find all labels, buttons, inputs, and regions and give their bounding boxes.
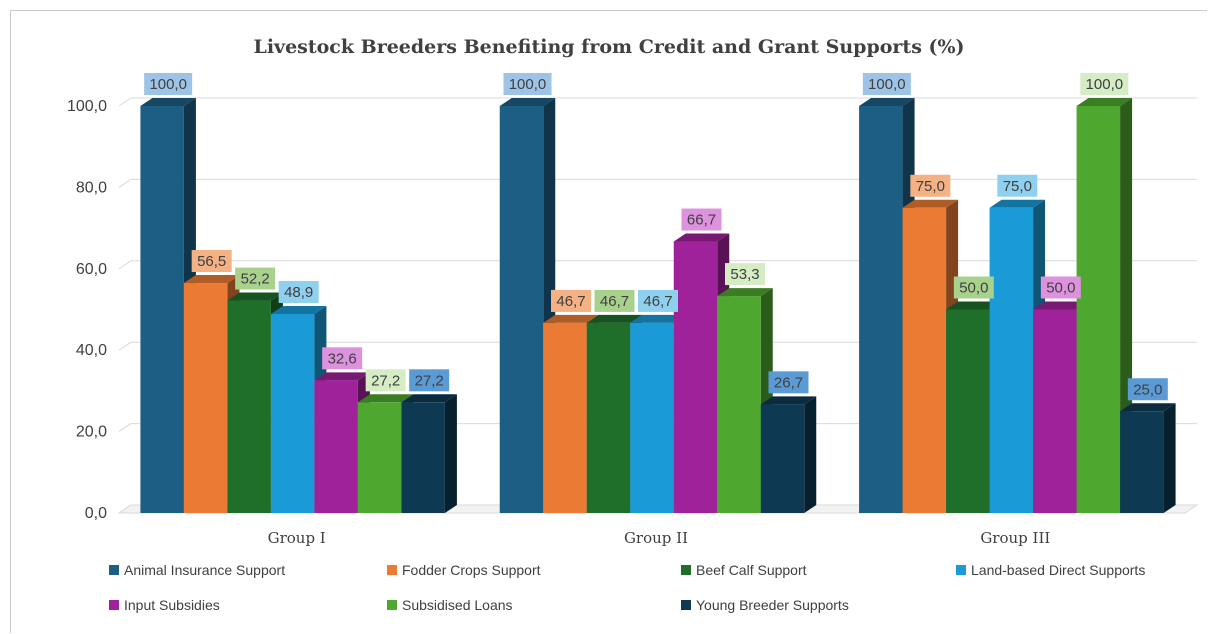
- data-label: 27,2: [409, 369, 450, 392]
- svg-text:26,7: 26,7: [774, 374, 803, 391]
- bar: [401, 394, 457, 513]
- data-label: 32,6: [322, 347, 363, 370]
- svg-text:46,7: 46,7: [556, 293, 585, 310]
- x-tick-label: Group II: [624, 529, 688, 547]
- y-tick-label: 0,0: [85, 505, 107, 522]
- data-label: 100,0: [144, 73, 193, 95]
- data-label: 75,0: [997, 174, 1038, 197]
- y-tick-label: 40,0: [76, 342, 107, 359]
- gridline-depth: [118, 97, 132, 107]
- svg-text:32,6: 32,6: [328, 350, 357, 367]
- x-tick-label: Group I: [268, 529, 326, 547]
- data-label: 50,0: [953, 276, 994, 299]
- svg-text:Animal Insurance Support: Animal Insurance Support: [124, 562, 285, 578]
- legend-item: Young Breeder Supports: [681, 597, 849, 613]
- data-label: 46,7: [594, 289, 635, 312]
- gridline-depth: [118, 178, 132, 188]
- data-label: 52,2: [235, 267, 276, 290]
- svg-text:Input Subsidies: Input Subsidies: [124, 597, 220, 613]
- svg-text:27,2: 27,2: [371, 372, 400, 389]
- svg-text:25,0: 25,0: [1133, 381, 1162, 398]
- legend: Animal Insurance Support Fodder Crops Sup…: [109, 562, 1145, 613]
- gridline-depth: [118, 341, 132, 351]
- svg-text:Subsidised Loans: Subsidised Loans: [402, 597, 513, 613]
- svg-text:100,0: 100,0: [868, 76, 906, 93]
- svg-text:75,0: 75,0: [1003, 178, 1032, 195]
- legend-item: Animal Insurance Support: [109, 562, 285, 578]
- data-label: 56,5: [191, 250, 232, 273]
- data-label: 25,0: [1127, 378, 1168, 401]
- x-tick-label: Group III: [980, 529, 1050, 547]
- data-label: 66,7: [681, 208, 722, 231]
- data-label: 53,3: [725, 263, 765, 286]
- data-label: 46,7: [638, 289, 678, 312]
- data-label: 100,0: [862, 73, 911, 95]
- data-label: 46,7: [551, 289, 591, 312]
- data-label: 27,2: [365, 369, 406, 392]
- data-label: 26,7: [768, 371, 809, 394]
- svg-text:56,5: 56,5: [197, 253, 226, 270]
- legend-item: Beef Calf Support: [681, 562, 807, 578]
- y-tick-label: 60,0: [76, 261, 107, 278]
- svg-text:100,0: 100,0: [509, 76, 547, 93]
- data-label: 100,0: [1080, 73, 1129, 95]
- legend-item: Subsidised Loans: [387, 597, 513, 613]
- data-labels: 100,0 56,5 52,2 48,9 32,6 27,2 27,2 100,0 46,7 46…: [144, 73, 1168, 401]
- svg-text:Beef Calf Support: Beef Calf Support: [696, 562, 807, 578]
- svg-text:48,9: 48,9: [284, 284, 313, 301]
- svg-text:100,0: 100,0: [1086, 76, 1124, 93]
- chart-frame: Livestock Breeders Benefiting from Credi…: [10, 10, 1207, 633]
- y-tick-label: 100,0: [67, 98, 107, 115]
- chart-canvas: Livestock Breeders Benefiting from Credi…: [67, 36, 1199, 613]
- bar: [1120, 403, 1176, 513]
- data-label: 48,9: [278, 280, 319, 303]
- gridline-depth: [118, 423, 132, 433]
- bar: [1076, 98, 1133, 513]
- svg-text:Land-based Direct Supports: Land-based Direct Supports: [971, 562, 1145, 578]
- legend-item: Input Subsidies: [109, 597, 220, 613]
- x-axis: Group I Group II Group III: [268, 529, 1051, 547]
- svg-text:66,7: 66,7: [687, 212, 716, 229]
- y-tick-label: 80,0: [76, 179, 107, 196]
- svg-text:27,2: 27,2: [415, 372, 444, 389]
- svg-text:46,7: 46,7: [643, 293, 672, 310]
- svg-text:75,0: 75,0: [916, 178, 945, 195]
- svg-text:Young Breeder Supports: Young Breeder Supports: [696, 597, 849, 613]
- svg-text:Fodder Crops Support: Fodder Crops Support: [402, 562, 541, 578]
- svg-text:53,3: 53,3: [730, 266, 759, 283]
- legend-item: Land-based Direct Supports: [956, 562, 1145, 578]
- svg-text:100,0: 100,0: [149, 76, 187, 93]
- svg-text:46,7: 46,7: [600, 293, 629, 310]
- svg-text:50,0: 50,0: [1046, 280, 1075, 297]
- svg-text:50,0: 50,0: [959, 280, 988, 297]
- data-label: 75,0: [910, 174, 951, 197]
- data-label: 50,0: [1040, 276, 1081, 299]
- svg-text:52,2: 52,2: [241, 271, 270, 288]
- bar: [760, 396, 817, 513]
- y-tick-label: 20,0: [76, 424, 107, 441]
- data-label: 100,0: [503, 73, 552, 95]
- chart-title: Livestock Breeders Benefiting from Credi…: [253, 36, 964, 58]
- y-axis: 0,0 20,0 40,0 60,0 80,0 100,0: [67, 98, 107, 522]
- legend-item: Fodder Crops Support: [387, 562, 541, 578]
- gridline-depth: [118, 260, 132, 270]
